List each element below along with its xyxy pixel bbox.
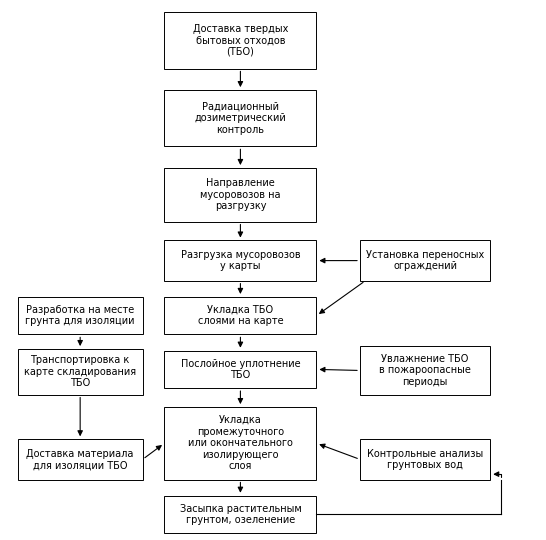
FancyBboxPatch shape (164, 407, 317, 480)
FancyBboxPatch shape (360, 346, 490, 395)
FancyBboxPatch shape (360, 240, 490, 281)
Text: Разработка на месте
грунта для изоляции: Разработка на месте грунта для изоляции (26, 305, 135, 327)
FancyBboxPatch shape (164, 240, 317, 281)
Text: Радиационный
дозиметрический
контроль: Радиационный дозиметрический контроль (194, 102, 286, 135)
FancyBboxPatch shape (17, 349, 143, 395)
Text: Транспортировка к
карте складирования
ТБО: Транспортировка к карте складирования ТБ… (24, 355, 136, 388)
FancyBboxPatch shape (164, 168, 317, 221)
Text: Укладка ТБО
слоями на карте: Укладка ТБО слоями на карте (198, 305, 283, 327)
FancyBboxPatch shape (164, 90, 317, 146)
Text: Направление
мусоровозов на
разгрузку: Направление мусоровозов на разгрузку (200, 178, 281, 211)
Text: Укладка
промежуточного
или окончательного
изолирующего
слоя: Укладка промежуточного или окончательног… (188, 415, 293, 471)
FancyBboxPatch shape (164, 12, 317, 69)
FancyBboxPatch shape (164, 297, 317, 334)
FancyBboxPatch shape (360, 439, 490, 480)
Text: Контрольные анализы
грунтовых вод: Контрольные анализы грунтовых вод (367, 449, 483, 470)
Text: Послойное уплотнение
ТБО: Послойное уплотнение ТБО (181, 359, 300, 380)
FancyBboxPatch shape (17, 439, 143, 480)
FancyBboxPatch shape (164, 496, 317, 533)
FancyBboxPatch shape (164, 350, 317, 388)
Text: Доставка твердых
бытовых отходов
(ТБО): Доставка твердых бытовых отходов (ТБО) (193, 24, 288, 57)
Text: Установка переносных
ограждений: Установка переносных ограждений (366, 250, 484, 272)
FancyBboxPatch shape (17, 297, 143, 334)
Text: Доставка материала
для изоляции ТБО: Доставка материала для изоляции ТБО (26, 449, 134, 470)
Text: Засыпка растительным
грунтом, озеленение: Засыпка растительным грунтом, озеленение (180, 504, 301, 525)
Text: Увлажнение ТБО
в пожароопасные
периоды: Увлажнение ТБО в пожароопасные периоды (379, 354, 471, 387)
Text: Разгрузка мусоровозов
у карты: Разгрузка мусоровозов у карты (181, 250, 300, 272)
